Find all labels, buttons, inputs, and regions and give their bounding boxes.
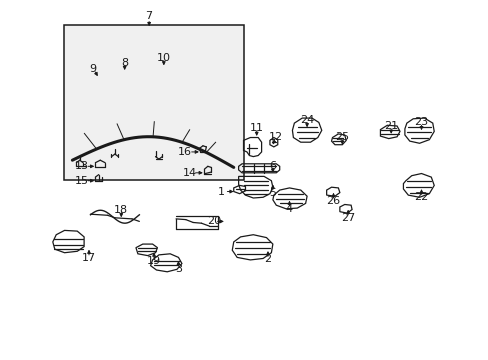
Text: 2: 2 xyxy=(264,254,271,264)
Text: 8: 8 xyxy=(121,58,128,68)
Text: 4: 4 xyxy=(285,204,292,214)
Text: 9: 9 xyxy=(89,64,96,74)
Text: 26: 26 xyxy=(326,196,340,206)
Text: 14: 14 xyxy=(183,168,196,178)
Text: 20: 20 xyxy=(207,216,221,226)
Text: 13: 13 xyxy=(75,161,89,171)
Text: 24: 24 xyxy=(299,114,314,125)
Text: 19: 19 xyxy=(147,256,161,266)
Text: 27: 27 xyxy=(340,213,355,223)
Text: 12: 12 xyxy=(269,132,283,142)
Text: 25: 25 xyxy=(335,132,348,142)
Text: 16: 16 xyxy=(178,147,191,157)
Text: 15: 15 xyxy=(75,176,89,186)
Text: 22: 22 xyxy=(413,192,428,202)
Text: 6: 6 xyxy=(269,161,276,171)
Text: 1: 1 xyxy=(217,186,224,197)
Text: 18: 18 xyxy=(114,204,128,215)
Text: 23: 23 xyxy=(414,117,427,127)
Text: 5: 5 xyxy=(269,188,276,198)
Text: 21: 21 xyxy=(384,121,397,131)
Text: 11: 11 xyxy=(249,123,263,133)
Bar xyxy=(63,25,244,180)
Text: 10: 10 xyxy=(157,53,170,63)
Text: 3: 3 xyxy=(175,264,182,274)
Text: 7: 7 xyxy=(145,11,152,21)
Text: 17: 17 xyxy=(82,253,96,263)
